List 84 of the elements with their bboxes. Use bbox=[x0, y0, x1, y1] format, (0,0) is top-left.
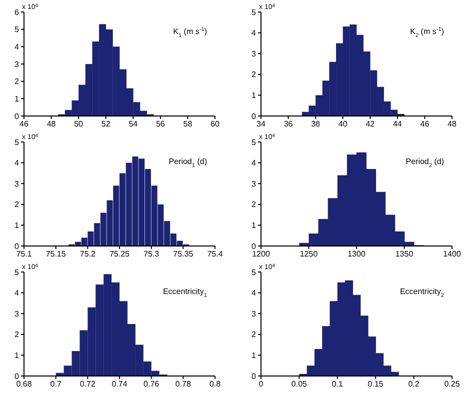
y-tick-label: 1 bbox=[252, 221, 257, 230]
x-tick-label: 34 bbox=[256, 120, 266, 129]
y-tick-label: 5 bbox=[14, 25, 20, 34]
x-tick-label: 1250 bbox=[300, 250, 318, 259]
x-tick-label: 46 bbox=[20, 120, 29, 129]
y-tick-label: 2 bbox=[252, 70, 257, 80]
x-tick-label: 50 bbox=[74, 120, 84, 129]
y-tick-label: 4 bbox=[252, 288, 257, 298]
y-tick-label: 3 bbox=[14, 309, 20, 318]
y-tick-label: 4 bbox=[14, 158, 20, 168]
text: K$_{2}$ (m s$^{-1}$) bbox=[410, 27, 444, 39]
y-tick-label: 1 bbox=[14, 351, 20, 360]
x-tick-label: 54 bbox=[128, 120, 138, 129]
text: K$_{1}$ (m s$^{-1}$) bbox=[173, 27, 208, 39]
x-tick-label: 0.78 bbox=[175, 380, 192, 389]
x-tick-label: 52 bbox=[101, 120, 111, 129]
y-tick-label: 1 bbox=[14, 94, 20, 104]
y-tick-label: 3 bbox=[14, 60, 20, 69]
x-tick-label: 1350 bbox=[395, 250, 414, 259]
text: Period$_{2}$ (d) bbox=[406, 157, 444, 169]
x-tick-label: 58 bbox=[183, 120, 193, 129]
y-tick-label: 5 bbox=[252, 8, 257, 17]
x-tick-label: 56 bbox=[156, 120, 166, 129]
y-tick-label: 2 bbox=[14, 330, 20, 340]
y-tick-label: 1 bbox=[14, 221, 20, 230]
x-tick-label: 0.68 bbox=[16, 380, 32, 389]
x-tick-label: 1300 bbox=[348, 250, 366, 259]
y-tick-label: 6 bbox=[14, 8, 20, 17]
y-tick-label: 2 bbox=[252, 200, 257, 210]
x-tick-label: 75.1 bbox=[16, 250, 32, 259]
y-tick-label: 5 bbox=[14, 138, 20, 147]
y-tick-label: 1 bbox=[252, 351, 257, 360]
x-tick-label: 42 bbox=[366, 120, 376, 129]
x-tick-label: 75.4 bbox=[207, 250, 224, 259]
x-tick-label: 0.25 bbox=[444, 380, 460, 389]
y-tick-label: 0 bbox=[252, 242, 257, 251]
x-tick-label: 44 bbox=[392, 120, 402, 129]
x-tick-label: 75.2 bbox=[80, 250, 96, 259]
x-tick-label: 0.7 bbox=[50, 380, 62, 389]
y-tick-label: 3 bbox=[252, 309, 257, 318]
y-tick-label: 3 bbox=[252, 49, 257, 58]
x-tick-label: 75.25 bbox=[109, 250, 130, 259]
x-tick-label: 75.15 bbox=[46, 250, 66, 259]
x-tick-label: 75.35 bbox=[173, 250, 194, 259]
y-tick-label: 0 bbox=[14, 372, 20, 381]
x-tick-label: 0 bbox=[258, 380, 264, 389]
x-tick-label: 46 bbox=[420, 120, 430, 129]
x-tick-label: 1200 bbox=[252, 250, 270, 259]
y-tick-label: 0 bbox=[252, 372, 257, 381]
y-tick-label: 1 bbox=[252, 91, 257, 100]
x-tick-label: 60 bbox=[210, 120, 220, 129]
x-tick-label: 0.74 bbox=[112, 380, 128, 389]
y-tick-label: 3 bbox=[252, 179, 257, 188]
x-tick-label: 48 bbox=[448, 120, 457, 129]
y-tick-label: 0 bbox=[252, 112, 257, 121]
x-tick-label: 0.2 bbox=[408, 380, 420, 389]
x-tick-label: 38 bbox=[311, 120, 321, 129]
y-tick-label: 2 bbox=[14, 200, 20, 210]
y-tick-label: 4 bbox=[14, 42, 20, 52]
y-tick-label: 3 bbox=[14, 179, 20, 188]
y-tick-label: 0 bbox=[14, 112, 20, 121]
y-tick-label: 4 bbox=[252, 28, 257, 38]
x-tick-label: 1400 bbox=[443, 250, 462, 259]
x-tick-label: 0.8 bbox=[209, 380, 222, 389]
x-tick-label: 0.1 bbox=[332, 380, 344, 389]
x-tick-label: 0.76 bbox=[144, 380, 160, 389]
x-tick-label: 40 bbox=[338, 120, 348, 129]
x-tick-label: 75.3 bbox=[144, 250, 160, 259]
y-tick-label: 5 bbox=[252, 138, 257, 147]
x-tick-label: 0.15 bbox=[368, 380, 384, 389]
x-tick-label: 0.72 bbox=[80, 380, 96, 389]
y-tick-label: 4 bbox=[252, 158, 257, 168]
y-tick-label: 5 bbox=[14, 268, 20, 277]
x-tick-label: 0.05 bbox=[291, 380, 308, 389]
x-tick-label: 36 bbox=[284, 120, 294, 129]
x-tick-label: 48 bbox=[46, 120, 56, 129]
text: Eccentricity$_{2}$ bbox=[400, 287, 444, 299]
y-tick-label: 5 bbox=[252, 268, 257, 277]
text: Eccentricity$_{1}$ bbox=[162, 287, 207, 299]
y-tick-label: 0 bbox=[14, 242, 20, 251]
text: Period$_{1}$ (d) bbox=[168, 157, 208, 169]
y-tick-label: 2 bbox=[14, 77, 20, 86]
y-tick-label: 4 bbox=[14, 288, 20, 298]
y-tick-label: 2 bbox=[252, 330, 257, 340]
